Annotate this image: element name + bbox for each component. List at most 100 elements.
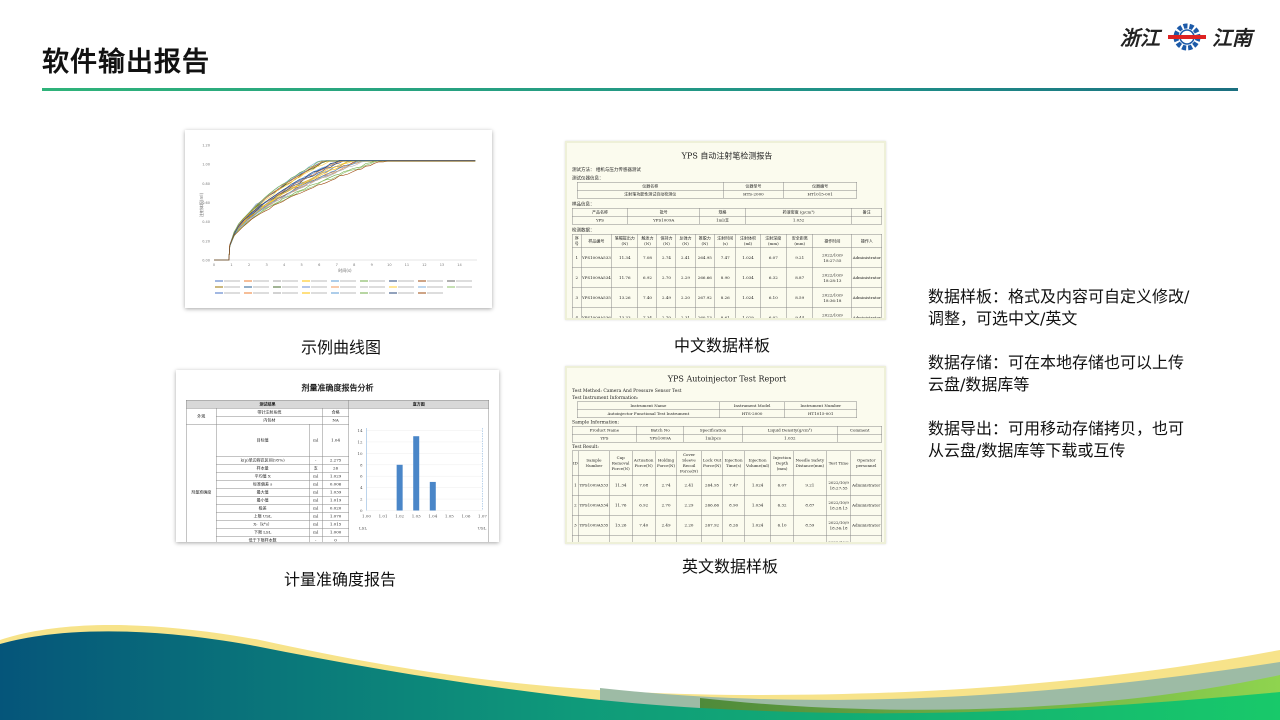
x-tick-label: 1.07 [478, 514, 486, 519]
table-cell: HTS-2000 [719, 409, 785, 418]
legend-entry [282, 280, 298, 282]
table-cell: 2.20 [676, 515, 702, 536]
sample-label: Sample Information: [572, 420, 619, 425]
table-cell: 1.000 [322, 528, 349, 537]
table-cell: 内包材 [215, 416, 323, 425]
table-cell: Instrument Number [784, 401, 858, 410]
table-cell: Batch No [636, 426, 685, 435]
logo-text-right: 江南 [1212, 26, 1252, 50]
legend-entry [398, 280, 414, 282]
table-cell: 11.34 [609, 475, 633, 496]
table-cell: 26 [322, 464, 349, 473]
table-cell: 1.024 [743, 475, 772, 496]
table-cell: 264.95 [694, 247, 715, 268]
table-cell: Cap Removal Force(N) [609, 450, 633, 476]
table-cell: 2.70 [656, 307, 677, 318]
table-cell: 外观 [186, 408, 217, 425]
table-cell: 1.032 [745, 216, 852, 225]
table-cell: 剂量准确度 [186, 424, 217, 542]
table-cell: 2.49 [656, 287, 677, 308]
table-header: 直方图 [348, 400, 489, 409]
caption-curve: 示例曲线图 [300, 338, 381, 357]
table-cell: 2.20 [675, 287, 696, 308]
table-cell: 2.275 [322, 456, 349, 465]
table-cell: 13.26 [611, 287, 639, 308]
report-title: YPS Autoinjector Test Report [667, 374, 787, 384]
table-cell: NA [322, 416, 349, 425]
table-cell: 8.87 [792, 495, 827, 516]
table-cell: 2.41 [675, 247, 696, 268]
table-cell: Administrator [850, 495, 883, 516]
table-cell: 267.92 [700, 515, 724, 536]
table-cell: - [308, 456, 323, 465]
table-cell: 8.61 [714, 307, 737, 318]
x-tick-label: 13 [440, 263, 444, 267]
y-tick-label: 1.20 [202, 144, 210, 148]
sample-table: Product Name Batch No Specification Liquid … [572, 426, 883, 443]
y-tick-label: 1.00 [202, 163, 210, 167]
table-cell: 2.74 [655, 475, 678, 496]
table-header-row: 仪器名称 仪器型号 仪器编号 [576, 182, 858, 191]
table-cell: 1 [571, 247, 582, 268]
table-cell: ml [308, 496, 323, 505]
table-cell: Operator personnel [850, 450, 883, 476]
table-header-row: Product Name Batch No Specification Liquid … [572, 426, 883, 435]
table-cell: 上限 USL [216, 512, 310, 521]
curve-series [214, 160, 476, 261]
table-cell: Sample Number [578, 450, 610, 476]
table-cell: Cover Sleeve Recoil Force(N) [676, 450, 702, 476]
table-cell: 8.26 [722, 515, 745, 536]
note-data-export: 数据导出：可用移动存储拷贝，也可从云盘/数据库等下载或互传 [928, 419, 1185, 460]
table-cell: 支 [308, 464, 323, 473]
table-cell: 7.08 [637, 247, 658, 268]
table-cell: Injection Volume(ml) [743, 450, 772, 476]
table-cell: 1.024 [743, 515, 772, 536]
table-cell: YPS1009A533 [578, 475, 610, 496]
result-label: Test Result: [572, 444, 599, 450]
table-cell: YPS [572, 434, 637, 443]
table-cell: 3 [571, 287, 582, 308]
table-cell: Administrator [851, 287, 882, 308]
sample-label: 样品信息： [572, 202, 595, 207]
y-tick-label: 4 [360, 485, 363, 490]
table-cell: 推脱力(N) [694, 234, 715, 248]
x-tick-label: 14 [457, 263, 462, 267]
table-cell: 最大值 [216, 488, 310, 497]
table-cell: 带针注射系统 [215, 408, 323, 417]
table-cell: 0 [322, 536, 349, 542]
table-cell: 1.029 [322, 472, 349, 481]
table-cell: 7.34 [637, 307, 658, 318]
table-cell: 规格 [699, 208, 746, 217]
table-cell: 8.87 [786, 267, 814, 288]
x-tick-label: 9 [371, 263, 373, 267]
table-cell: ml [308, 424, 323, 457]
table-cell: HT1015-001 [784, 409, 858, 418]
table-cell: Autoinjector Functional Test Instrument [576, 409, 720, 418]
table-cell: YPS1009A536 [581, 307, 612, 318]
table-cell: 注射体积(ml) [735, 234, 761, 248]
table-cell: 极差 [216, 504, 310, 513]
table-cell: 266.66 [694, 267, 715, 288]
usl-label: USL [477, 526, 486, 531]
table-cell: 最小值 [216, 496, 310, 505]
table-cell: 2022/10/9 18:27:55 [812, 247, 853, 268]
table-cell: 1ml/pcs [683, 434, 743, 443]
x-tick-label: 4 [283, 263, 286, 267]
table-cell: 目标值 [216, 424, 310, 457]
table-cell: YPS1009A [627, 216, 700, 225]
curve-series [214, 160, 476, 261]
table-cell: Instrument Model [719, 401, 785, 410]
table-cell: 2.41 [676, 475, 702, 496]
table-cell: 9.44 [792, 535, 827, 542]
table-cell: 6.07 [759, 247, 787, 268]
table-cell: 7.40 [631, 515, 656, 536]
y-tick-label: 0.80 [202, 182, 210, 186]
table-cell: 9.21 [786, 247, 814, 268]
sample-table: 产品名称 批号 规格 药液密度 (g/cm³) 备注 YPS YPS1009A 1ml/支 1.… [571, 208, 883, 225]
instrument-label: Test Instrument Information: [572, 395, 639, 401]
logo-text-left: 浙江 [1120, 26, 1160, 50]
table-cell: YPS1009A [636, 434, 685, 443]
instrument-table: Instrument Name Instrument Model Instrumen… [576, 401, 858, 418]
table-cell: ml [308, 480, 323, 489]
table-cell: 2.31 [676, 535, 702, 542]
